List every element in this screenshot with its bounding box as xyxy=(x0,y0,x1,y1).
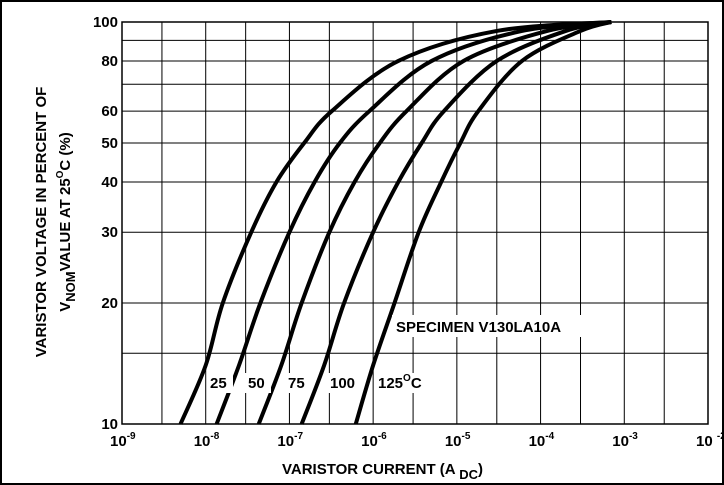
plot-border xyxy=(121,21,709,425)
x-tick-label: 10-8 xyxy=(194,431,220,450)
y-title-sup: O xyxy=(55,170,66,178)
x-tick-exp: -2 xyxy=(717,431,724,442)
x-tick-label: 10 -2 xyxy=(696,431,724,450)
x-tick-base: 10 xyxy=(445,433,462,450)
curve-label-text: 75 xyxy=(288,375,305,392)
label-bg xyxy=(375,373,435,393)
y-tick-label: 100 xyxy=(93,14,118,31)
x-tick-label: 10-6 xyxy=(361,431,387,450)
curve-label: 25 xyxy=(210,375,227,392)
y-title-sub: NOM xyxy=(63,271,78,301)
x-title-main: VARISTOR CURRENT (A xyxy=(282,461,459,478)
x-title-end: ) xyxy=(478,461,483,478)
label-bg xyxy=(327,373,361,393)
curve-label: 125OC xyxy=(378,373,422,392)
x-tick-label: 10-4 xyxy=(529,431,555,450)
x-title-sub: DC xyxy=(459,467,478,482)
annotation: SPECIMEN V130LA10A xyxy=(396,319,561,336)
x-tick-base: 10 xyxy=(194,433,211,450)
x-tick-base: 10 xyxy=(696,433,717,450)
curve-label-text: 50 xyxy=(248,375,265,392)
y-tick-label: 30 xyxy=(101,224,118,241)
x-tick-base: 10 xyxy=(361,433,378,450)
curve-label: 100 xyxy=(330,375,355,392)
x-tick-exp: -6 xyxy=(378,431,387,442)
x-tick-exp: -7 xyxy=(294,431,303,442)
curve xyxy=(256,20,612,425)
y-title-end: C (%) xyxy=(57,132,74,170)
y-tick-label: 60 xyxy=(101,103,118,120)
label-bg xyxy=(245,373,271,393)
curve xyxy=(214,20,612,425)
curve xyxy=(353,20,612,425)
y-tick-label: 40 xyxy=(101,174,118,191)
y-tick-label: 20 xyxy=(101,295,118,312)
x-tick-label: 10-5 xyxy=(445,431,471,450)
label-bg xyxy=(207,373,233,393)
curve-label-sup: O xyxy=(403,373,411,384)
curve-label-text: 100 xyxy=(330,375,355,392)
y-tick-label: 10 xyxy=(101,416,118,433)
x-tick-base: 10 xyxy=(529,433,546,450)
curve-label: 50 xyxy=(248,375,265,392)
y-title-v: V xyxy=(57,302,74,312)
x-tick-exp: -3 xyxy=(629,431,638,442)
y-axis-title: VARISTOR VOLTAGE IN PERCENT OF xyxy=(33,87,50,358)
curve xyxy=(178,20,612,425)
curve-label-text: 25 xyxy=(210,375,227,392)
x-tick-exp: -8 xyxy=(210,431,219,442)
y-title-mid: VALUE AT 25 xyxy=(57,178,74,271)
x-tick-exp: -4 xyxy=(545,431,554,442)
x-tick-label: 10-3 xyxy=(612,431,638,450)
y-axis-title: VNOMVALUE AT 25OC (%) xyxy=(55,132,78,312)
x-tick-base: 10 xyxy=(277,433,294,450)
label-bg xyxy=(285,373,311,393)
x-tick-label: 10-7 xyxy=(277,431,303,450)
x-tick-label: 10-9 xyxy=(110,431,136,450)
x-tick-exp: -5 xyxy=(462,431,471,442)
curve xyxy=(299,20,612,425)
curve-label-text: 125 xyxy=(378,375,403,392)
curve-label-unit: C xyxy=(411,375,422,392)
x-axis-title: VARISTOR CURRENT (A DC) xyxy=(282,461,483,482)
x-tick-base: 10 xyxy=(612,433,629,450)
y-tick-label: 50 xyxy=(101,135,118,152)
x-tick-base: 10 xyxy=(110,433,127,450)
annotation-bg xyxy=(392,315,612,337)
curve-label: 75 xyxy=(288,375,305,392)
x-tick-exp: -9 xyxy=(127,431,136,442)
y-tick-label: 80 xyxy=(101,53,118,70)
